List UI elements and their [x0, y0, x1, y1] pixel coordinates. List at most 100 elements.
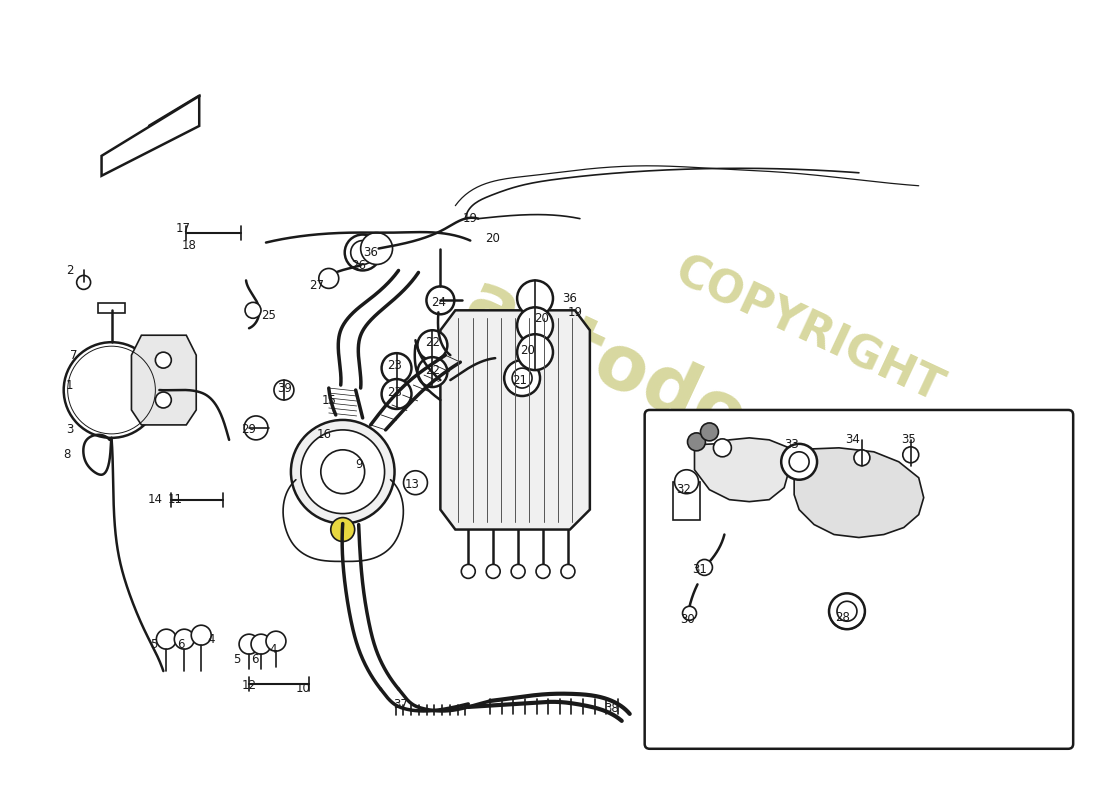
Polygon shape: [440, 310, 590, 530]
Text: 6: 6: [251, 653, 258, 666]
Text: 29: 29: [242, 423, 256, 436]
Text: 28: 28: [836, 610, 850, 624]
Text: 19: 19: [463, 212, 477, 225]
Text: 19: 19: [568, 306, 582, 319]
Text: 4: 4: [270, 642, 277, 656]
Text: 33: 33: [784, 438, 799, 451]
Circle shape: [155, 352, 172, 368]
Circle shape: [696, 559, 713, 575]
Text: 30: 30: [680, 613, 695, 626]
Circle shape: [64, 342, 160, 438]
Text: 36: 36: [562, 292, 578, 305]
Circle shape: [251, 634, 271, 654]
Circle shape: [837, 602, 857, 622]
Circle shape: [155, 392, 172, 408]
Text: 22: 22: [425, 364, 440, 377]
Text: 25: 25: [262, 309, 276, 322]
Text: 36: 36: [363, 246, 378, 259]
Circle shape: [829, 594, 865, 630]
Text: 16: 16: [317, 428, 331, 442]
Circle shape: [77, 275, 90, 290]
Text: 20: 20: [519, 344, 535, 357]
Circle shape: [319, 269, 339, 288]
Circle shape: [382, 353, 411, 383]
Text: 5: 5: [150, 638, 157, 650]
Circle shape: [382, 379, 411, 409]
Text: autodoc24.ru: autodoc24.ru: [453, 265, 1005, 575]
FancyBboxPatch shape: [645, 410, 1074, 749]
Circle shape: [191, 626, 211, 645]
Circle shape: [517, 307, 553, 343]
Text: 24: 24: [431, 296, 446, 309]
Circle shape: [517, 281, 553, 316]
Text: 11: 11: [168, 493, 183, 506]
Circle shape: [688, 433, 705, 451]
Circle shape: [274, 380, 294, 400]
Circle shape: [701, 423, 718, 441]
Circle shape: [504, 360, 540, 396]
Circle shape: [290, 420, 395, 523]
Polygon shape: [101, 96, 199, 176]
Text: 37: 37: [393, 698, 408, 711]
Bar: [672, 482, 701, 519]
Text: 10: 10: [296, 682, 310, 695]
Text: COPYRIGHT: COPYRIGHT: [669, 250, 950, 411]
Text: 1: 1: [66, 378, 74, 391]
Circle shape: [461, 565, 475, 578]
Circle shape: [418, 330, 448, 360]
Circle shape: [512, 565, 525, 578]
Text: 18: 18: [182, 239, 197, 252]
Text: 15: 15: [321, 394, 337, 406]
Text: 2: 2: [66, 264, 74, 277]
Circle shape: [361, 233, 393, 265]
Circle shape: [344, 234, 381, 270]
Circle shape: [517, 334, 553, 370]
Circle shape: [266, 631, 286, 651]
Text: since 1985: since 1985: [745, 433, 974, 566]
Text: 35: 35: [901, 434, 916, 446]
Text: 22: 22: [425, 336, 440, 349]
Circle shape: [321, 450, 364, 494]
Text: 4: 4: [208, 633, 214, 646]
Text: 6: 6: [177, 638, 185, 650]
Bar: [98, 303, 125, 314]
Circle shape: [536, 565, 550, 578]
Circle shape: [418, 357, 448, 387]
Circle shape: [903, 447, 918, 462]
Text: 23: 23: [387, 358, 402, 372]
Text: 32: 32: [676, 483, 691, 496]
Circle shape: [674, 470, 698, 494]
Circle shape: [714, 439, 732, 457]
Circle shape: [331, 518, 354, 542]
Text: 12: 12: [242, 678, 256, 691]
Text: 14: 14: [147, 493, 163, 506]
Circle shape: [561, 565, 575, 578]
Text: 26: 26: [351, 259, 366, 272]
Text: 27: 27: [309, 279, 324, 292]
Text: 20: 20: [485, 232, 499, 245]
Text: 13: 13: [405, 478, 420, 491]
Circle shape: [156, 630, 176, 649]
Circle shape: [301, 430, 385, 514]
Circle shape: [789, 452, 810, 472]
Circle shape: [682, 606, 696, 620]
Circle shape: [427, 286, 454, 314]
Circle shape: [239, 634, 258, 654]
Text: 8: 8: [63, 448, 70, 462]
Circle shape: [174, 630, 195, 649]
Text: 23: 23: [387, 386, 402, 398]
Circle shape: [486, 565, 500, 578]
Circle shape: [513, 368, 532, 388]
Text: 21: 21: [513, 374, 528, 386]
Text: 38: 38: [604, 702, 619, 715]
Polygon shape: [132, 335, 196, 425]
Text: 9: 9: [355, 458, 362, 471]
Circle shape: [854, 450, 870, 466]
Text: 7: 7: [70, 349, 77, 362]
Circle shape: [781, 444, 817, 480]
Circle shape: [351, 241, 375, 265]
Text: 20: 20: [535, 312, 550, 325]
Text: 39: 39: [277, 382, 293, 394]
Text: 5: 5: [233, 653, 241, 666]
Polygon shape: [694, 438, 789, 502]
